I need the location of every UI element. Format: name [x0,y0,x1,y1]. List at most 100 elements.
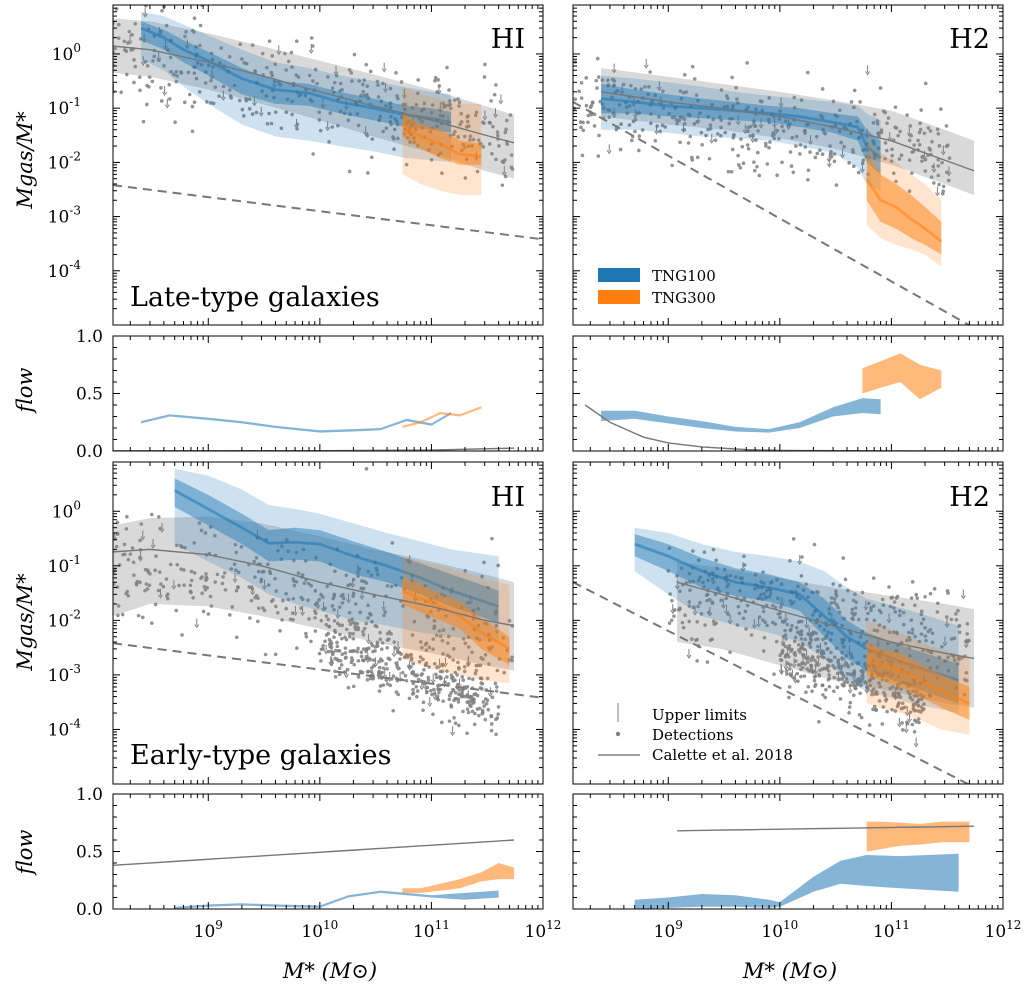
detection-point [760,108,765,113]
detection-point [834,621,839,626]
detection-point [756,129,760,133]
detection-point [462,669,467,674]
detection-point [881,603,886,607]
detection-point [597,133,601,138]
detection-point [688,588,692,592]
detection-point [770,580,774,584]
detection-point [667,111,671,116]
detection-point [377,118,382,123]
detection-point [143,567,148,572]
detection-point [385,584,390,588]
detection-point [462,664,467,669]
detection-point [911,706,916,711]
detection-point [917,130,922,135]
detection-point [703,623,707,627]
detection-point [624,105,629,110]
detection-point [850,662,854,666]
detection-point [715,566,719,571]
detection-point [292,579,296,583]
detection-point [919,108,923,112]
detection-point [192,571,197,575]
detection-point [807,642,812,646]
detection-point [631,119,636,124]
detection-point [637,111,642,115]
detection-point [113,46,117,51]
detection-point [771,131,775,135]
detection-point [954,612,958,616]
detection-point [378,630,382,635]
detection-point [821,693,825,697]
detection-point [314,555,318,560]
detection-point [141,119,146,124]
observation-scatter [113,5,515,187]
detection-point [496,133,500,138]
detection-point [131,560,136,565]
detection-point [236,570,241,575]
detection-point [494,623,499,628]
detection-point [719,118,724,123]
detection-point [168,55,173,60]
detection-point [151,59,155,63]
detection-point [351,636,356,641]
detection-point [145,587,150,591]
panel-late-h2 [572,4,1004,326]
detection-point [321,595,325,599]
detection-point [330,125,335,129]
x-tick-label: 1011 [873,918,910,942]
detection-point [936,164,941,168]
detection-point [734,575,738,579]
detection-point [742,554,746,559]
detection-point [374,566,379,570]
detection-point [456,692,461,697]
detection-point [292,558,296,563]
detection-point [682,127,687,132]
detection-point [127,29,132,34]
detection-point [167,97,172,101]
detection-point [144,582,149,586]
detection-point [909,618,914,622]
detection-point [510,658,514,663]
detection-point [453,721,458,726]
detection-point [122,542,127,547]
x-tick-label: 1010 [301,918,338,942]
upper-limit-arrow [365,658,371,664]
detection-point [795,594,799,599]
detection-point [341,592,345,597]
tng100-flow-band [601,398,881,433]
detection-point [473,711,477,716]
detection-point [126,41,130,45]
detection-point [162,64,166,68]
detection-point [952,658,957,662]
detection-point [366,669,371,674]
detection-point [327,642,332,646]
detection-point [780,124,784,129]
upper-limit-arrow [141,38,147,44]
x-tick-exponent: 10 [323,918,338,932]
detection-point [326,617,331,622]
upper-limit-arrow [779,602,785,607]
detection-point [708,638,713,643]
detection-point [489,99,493,103]
detection-point [627,123,632,127]
calette-flow-line [677,825,975,832]
detection-point [313,616,317,620]
detection-point [669,618,674,623]
detection-point [194,45,198,49]
detection-point [762,591,767,596]
detection-point [860,161,865,166]
detection-point [854,600,858,605]
detection-point [927,146,932,151]
detection-point [313,67,318,72]
detection-point [276,549,280,553]
detection-point [332,619,337,623]
upper-limit-arrow [271,83,277,89]
detection-point [325,584,329,589]
detection-point [402,107,407,111]
detection-point [809,638,814,643]
detection-point [584,103,589,108]
detection-point [388,106,393,110]
detection-point [158,526,162,531]
detection-point [436,697,441,702]
detection-point [459,111,464,116]
detection-point [187,92,192,97]
